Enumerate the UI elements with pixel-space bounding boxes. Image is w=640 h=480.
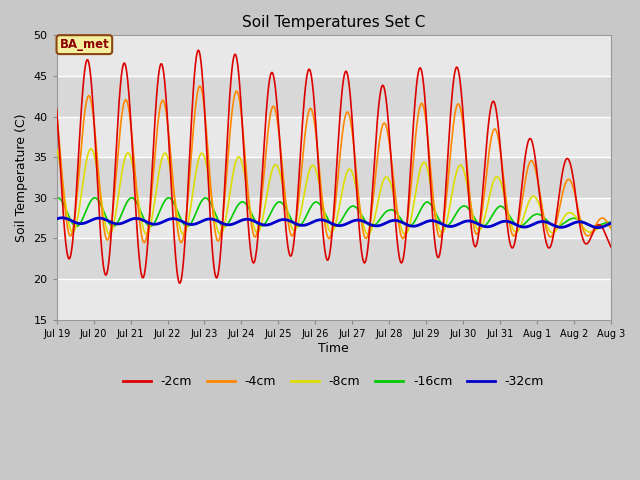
-4cm bbox=[239, 134, 247, 140]
Line: -32cm: -32cm bbox=[57, 218, 640, 228]
-32cm bbox=[531, 221, 538, 227]
Bar bbox=[57, 279, 611, 320]
-8cm bbox=[531, 193, 538, 199]
Bar bbox=[57, 117, 611, 157]
-8cm bbox=[239, 166, 247, 172]
-2cm bbox=[53, 106, 61, 112]
-32cm bbox=[564, 223, 572, 228]
-16cm bbox=[53, 195, 61, 201]
-32cm bbox=[239, 217, 247, 223]
-32cm bbox=[636, 224, 640, 230]
-16cm bbox=[54, 195, 61, 201]
-4cm bbox=[53, 112, 61, 118]
-2cm bbox=[239, 143, 247, 148]
-16cm bbox=[531, 212, 538, 217]
Bar bbox=[57, 36, 611, 76]
Line: -2cm: -2cm bbox=[57, 50, 640, 320]
-2cm bbox=[388, 170, 396, 176]
-32cm bbox=[388, 218, 396, 224]
Line: -16cm: -16cm bbox=[57, 198, 640, 226]
-32cm bbox=[53, 216, 61, 222]
-4cm bbox=[531, 163, 538, 168]
Line: -8cm: -8cm bbox=[57, 149, 640, 239]
-16cm bbox=[627, 223, 634, 229]
Line: -4cm: -4cm bbox=[57, 86, 640, 267]
-32cm bbox=[112, 221, 120, 227]
Title: Soil Temperatures Set C: Soil Temperatures Set C bbox=[242, 15, 426, 30]
-16cm bbox=[636, 223, 640, 229]
-4cm bbox=[388, 162, 396, 168]
-8cm bbox=[112, 209, 120, 215]
-16cm bbox=[388, 207, 396, 213]
-8cm bbox=[53, 146, 61, 152]
-16cm bbox=[564, 217, 572, 223]
Legend: -2cm, -4cm, -8cm, -16cm, -32cm: -2cm, -4cm, -8cm, -16cm, -32cm bbox=[118, 370, 549, 393]
X-axis label: Time: Time bbox=[319, 342, 349, 355]
-2cm bbox=[195, 48, 202, 53]
Y-axis label: Soil Temperature (C): Soil Temperature (C) bbox=[15, 113, 28, 242]
-4cm bbox=[564, 177, 572, 182]
Bar bbox=[57, 198, 611, 239]
-2cm bbox=[636, 307, 640, 313]
Bar bbox=[57, 157, 611, 198]
-4cm bbox=[196, 84, 204, 89]
-8cm bbox=[388, 185, 396, 191]
-2cm bbox=[564, 156, 572, 161]
-2cm bbox=[531, 150, 538, 156]
-32cm bbox=[631, 225, 639, 231]
-32cm bbox=[58, 215, 66, 221]
Bar bbox=[57, 76, 611, 117]
Text: BA_met: BA_met bbox=[60, 38, 109, 51]
-16cm bbox=[112, 222, 120, 228]
-4cm bbox=[112, 177, 120, 183]
-16cm bbox=[239, 199, 247, 205]
-8cm bbox=[87, 146, 95, 152]
-8cm bbox=[564, 210, 572, 216]
-4cm bbox=[636, 256, 640, 262]
-8cm bbox=[636, 233, 640, 239]
Bar bbox=[57, 239, 611, 279]
-2cm bbox=[112, 154, 120, 160]
